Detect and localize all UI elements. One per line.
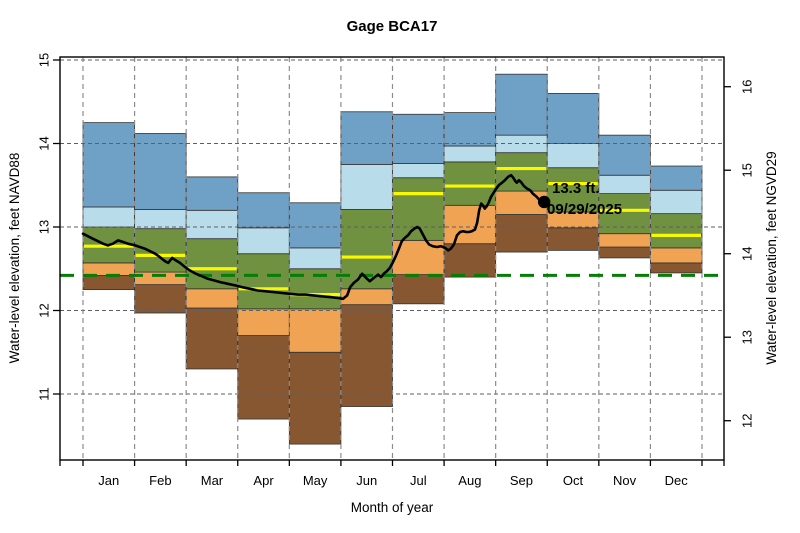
month-label-nov: Nov <box>613 473 637 488</box>
band-p10-p25-Dec <box>650 247 703 264</box>
band-min-p10-Jan <box>82 275 135 291</box>
left-tick-label-14: 14 <box>36 136 51 150</box>
band-p25-p75-Dec <box>650 213 703 249</box>
band-p90-max-Aug <box>443 112 497 147</box>
annotation-date-label: 09/29/2025 <box>547 201 622 218</box>
band-p25-p75-Oct <box>546 167 600 213</box>
band-p90-max-Mar <box>185 176 239 211</box>
band-p75-p90-Jun <box>340 163 393 210</box>
month-label-sep: Sep <box>510 473 533 488</box>
right-tick-label-15: 15 <box>739 163 754 177</box>
band-p10-p25-Jan <box>82 262 135 276</box>
band-p90-max-Jan <box>82 122 135 208</box>
month-label-jun: Jun <box>356 473 377 488</box>
gridlines-layer <box>60 57 724 460</box>
band-p25-p75-Apr <box>237 253 290 310</box>
band-p10-p25-Mar <box>185 288 239 309</box>
band-p90-max-Oct <box>546 93 600 144</box>
band-p90-max-Sep <box>495 73 548 136</box>
band-p10-p25-Aug <box>443 204 497 245</box>
band-p75-p90-Nov <box>598 174 651 194</box>
band-p90-max-Feb <box>134 133 187 210</box>
band-p10-p25-Nov <box>598 233 651 248</box>
band-p90-max-May <box>288 202 342 249</box>
annotation-value-label: 13.3 ft. <box>552 180 600 197</box>
left-tick-label-12: 12 <box>36 303 51 317</box>
chart-title: Gage BCA17 <box>347 18 438 35</box>
current-line-layer <box>81 173 551 301</box>
band-p25-p75-Aug <box>443 161 497 206</box>
right-tick-label-13: 13 <box>739 330 754 344</box>
band-p25-p75-Jul <box>392 177 445 241</box>
band-min-p10-Dec <box>650 262 703 274</box>
band-min-p10-Oct <box>546 227 600 251</box>
right-tick-label-12: 12 <box>739 413 754 427</box>
band-min-p10-Jul <box>392 274 445 305</box>
month-label-feb: Feb <box>149 473 171 488</box>
bottom-axis-title: Month of year <box>351 500 434 515</box>
band-p90-max-Jul <box>392 113 445 164</box>
band-p25-p75-Feb <box>134 228 187 273</box>
band-p75-p90-Dec <box>650 189 703 215</box>
band-p10-p25-May <box>288 308 342 353</box>
month-label-apr: Apr <box>253 473 274 488</box>
band-p90-max-Dec <box>650 165 703 191</box>
month-label-aug: Aug <box>458 473 481 488</box>
month-label-oct: Oct <box>563 473 584 488</box>
month-label-mar: Mar <box>201 473 224 488</box>
month-label-may: May <box>303 473 328 488</box>
band-min-p10-Sep <box>495 214 548 253</box>
current-water-level-line <box>81 173 546 301</box>
left-tick-label-13: 13 <box>36 220 51 234</box>
band-p90-max-Nov <box>598 134 651 176</box>
band-p25-p75-Mar <box>185 238 239 290</box>
band-p75-p90-Oct <box>546 143 600 169</box>
right-axis-title: Water-level elevation, feet NGVD29 <box>764 151 779 364</box>
band-min-p10-Nov <box>598 246 651 259</box>
band-p75-p90-Jan <box>82 206 135 228</box>
current-value-dot <box>537 195 551 209</box>
left-axis-title: Water-level elevation, feet NAVD88 <box>7 153 22 364</box>
band-min-p10-May <box>288 351 342 445</box>
band-p25-p75-Sep <box>495 152 548 192</box>
month-label-dec: Dec <box>665 473 689 488</box>
month-label-jul: Jul <box>410 473 427 488</box>
band-p90-max-Apr <box>237 192 290 229</box>
band-p10-p25-Apr <box>237 308 290 336</box>
band-p75-p90-Feb <box>134 209 187 230</box>
band-min-p10-Feb <box>134 284 187 314</box>
left-tick-label-11: 11 <box>36 387 51 401</box>
band-p90-max-Jun <box>340 111 393 165</box>
band-min-p10-Jun <box>340 304 393 407</box>
right-tick-label-16: 16 <box>739 79 754 93</box>
band-min-p10-Apr <box>237 335 290 420</box>
right-tick-label-14: 14 <box>739 246 754 260</box>
band-p75-p90-Aug <box>443 145 497 163</box>
band-p75-p90-May <box>288 247 342 270</box>
month-label-jan: Jan <box>98 473 119 488</box>
left-tick-label-15: 15 <box>36 53 51 67</box>
band-min-p10-Mar <box>185 307 239 370</box>
band-p75-p90-Apr <box>237 227 290 255</box>
axes-ticks-layer: 11 12 13 14 15 12 13 14 15 16 Jan Feb Mar Apr May Jun Ju… <box>36 53 754 488</box>
band-p75-p90-Jul <box>392 163 445 179</box>
band-p75-p90-Mar <box>185 209 239 240</box>
